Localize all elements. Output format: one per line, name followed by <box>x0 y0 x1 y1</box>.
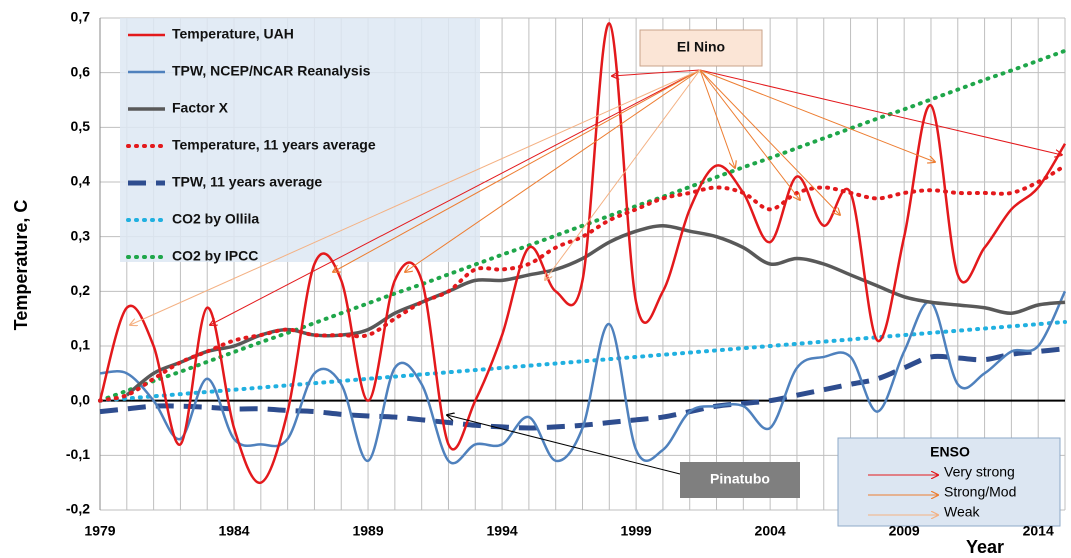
arrow <box>447 415 681 475</box>
legend-label: Temperature, UAH <box>172 26 294 42</box>
legend-label: Factor X <box>172 100 229 116</box>
y-tick-label: 0,2 <box>71 282 91 298</box>
legend-box <box>120 18 480 262</box>
arrow <box>612 69 701 76</box>
series <box>98 22 1067 484</box>
x-tick-label: 1994 <box>487 523 518 539</box>
x-tick-label: 1989 <box>352 523 383 539</box>
arrow <box>699 69 735 168</box>
x-tick-label: 2009 <box>889 523 920 539</box>
enso-item: Weak <box>944 504 981 520</box>
enso-item: Strong/Mod <box>944 484 1016 500</box>
y-tick-label: 0,6 <box>71 63 91 79</box>
enso-item: Very strong <box>944 464 1015 480</box>
x-tick-label: 1979 <box>84 523 115 539</box>
y-tick-label: -0,1 <box>66 446 90 462</box>
arrow <box>333 69 701 272</box>
legend-label: TPW, 11 years average <box>172 174 322 190</box>
series-line <box>98 22 1067 484</box>
el-nino-arrows <box>130 69 1062 325</box>
arrow <box>699 69 935 162</box>
el-nino-label: El Nino <box>677 39 725 55</box>
enso-title: ENSO <box>930 444 970 460</box>
x-tick-label: 2014 <box>1023 523 1054 539</box>
series-line <box>98 319 1067 403</box>
x-axis-label: Year <box>966 537 1004 557</box>
arrow <box>130 69 701 325</box>
enso-box <box>837 437 1061 527</box>
arrow <box>699 69 840 215</box>
el-nino-box <box>639 29 763 67</box>
arrow <box>405 69 701 272</box>
arrow <box>699 69 1062 155</box>
arrow <box>699 69 800 200</box>
legend-label: TPW, NCEP/NCAR Reanalysis <box>172 63 371 79</box>
legend-label: Temperature, 11 years average <box>172 137 376 153</box>
x-tick-label: 2004 <box>755 523 786 539</box>
series-line <box>98 163 1067 403</box>
x-tick-label: 1984 <box>218 523 249 539</box>
y-tick-label: 0,5 <box>71 118 91 134</box>
y-tick-label: 0,4 <box>71 173 91 189</box>
arrow <box>545 69 701 280</box>
legend-label: CO2 by IPCC <box>172 248 258 264</box>
y-tick-label: 0,7 <box>71 9 91 25</box>
legend-label: CO2 by Ollila <box>172 211 259 227</box>
y-tick-label: 0,3 <box>71 227 91 243</box>
series-line <box>99 290 1067 465</box>
arrow <box>210 69 701 325</box>
y-tick-label: 0,0 <box>71 391 91 407</box>
x-tick-label: 1999 <box>621 523 652 539</box>
series-line <box>98 48 1067 403</box>
y-tick-label: -0,2 <box>66 501 90 517</box>
pinatubo-label: Pinatubo <box>710 471 770 487</box>
pinatubo-box <box>680 462 800 498</box>
y-axis-label: Temperature, C <box>11 200 31 331</box>
y-tick-label: 0,1 <box>71 337 91 353</box>
